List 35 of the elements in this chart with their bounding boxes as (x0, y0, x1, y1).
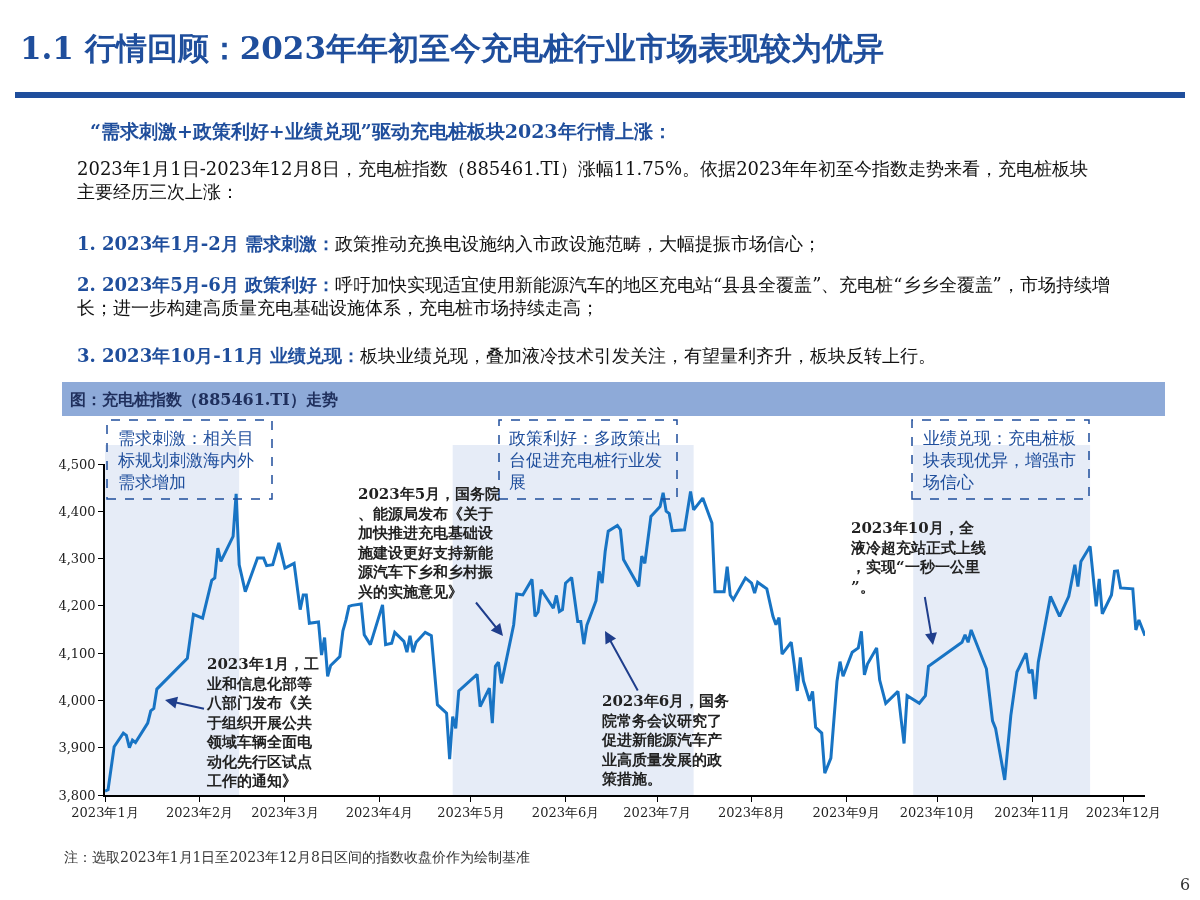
x-tick-label: 2023年3月 (251, 805, 319, 821)
text: 注：选取2023年1月1日至2023年12月8日区间的指数收盘价作为绘制基准 (64, 849, 530, 865)
text: 1. 2023年1月-2月 需求刺激：政策推动充换电设施纳入市政设施范畴，大幅提振市场信心； (77, 233, 821, 254)
text: 2023年1月1日-2023年12月8日，充电桩指数（885461.TI）涨幅11.75%。依据2023年年初至今指数走势来看，充电桩板块主要经历三次上涨： (77, 158, 1088, 203)
x-tick-label: 2023年10月 (899, 805, 976, 821)
y-tick-label: 3,900 (58, 740, 96, 756)
x-tick-label: 2023年5月 (437, 805, 505, 821)
y-tick-label: 4,200 (58, 598, 96, 614)
text: 图：充电桩指数（885461.TI）走势 (70, 390, 338, 409)
annotation: 2023年10月，全液冷超充站正式上线，实现“一秒一公里”。 (850, 519, 986, 596)
x-tick-label: 2023年4月 (345, 805, 414, 821)
text: 2. 2023年5月-6月 政策利好：呼吁加快实现适宜使用新能源汽车的地区充电站“县县全覆盖”、充电桩“乡乡全覆盖”，市场持续增长；进一步构建高质量充电基础设施体系，充电桩市场持续走高； (77, 274, 1110, 319)
y-tick-label: 4,500 (58, 456, 96, 472)
x-tick-label: 2023年9月 (812, 805, 880, 821)
band-label: 政策利好：多政策出台促进充电桩行业发展 (509, 428, 662, 493)
chart-subtitle: “需求刺激+政策利好+业绩兑现”驱动充电桩板块2023年行情上涨： (90, 120, 672, 142)
x-tick-label: 2023年1月 (71, 805, 139, 821)
chart-title: 1.1 行情回顾：2023年年初至今充电桩行业市场表现较为优异 (20, 29, 885, 66)
y-tick-label: 3,800 (58, 787, 96, 803)
band-label: 业绩兑现：充电桩板块表现优异，增强市场信心 (922, 428, 1076, 493)
x-tick-label: 2023年7月 (623, 805, 691, 821)
x-tick-label: 2023年11月 (994, 805, 1070, 821)
x-tick-label: 2023年2月 (165, 805, 234, 821)
x-tick-label: 2023年6月 (531, 805, 600, 821)
x-tick-label: 2023年8月 (717, 805, 786, 821)
y-tick-label: 4,300 (58, 551, 96, 567)
band-label: 需求刺激：相关目标规划刺激海内外需求增加 (117, 428, 254, 493)
text: 6 (1180, 875, 1191, 894)
y-tick-label: 4,000 (58, 692, 96, 708)
y-tick-label: 4,400 (58, 503, 96, 519)
annotation: 2023年1月，工业和信息化部等八部门发布《关于组织开展公共领域车辆全面电动化先行区试点工作的通知》 (206, 655, 320, 790)
text: 3. 2023年10月-11月 业绩兑现：板块业绩兑现，叠加液冷技术引发关注，有望量利齐升，板块反转上行。 (77, 345, 936, 366)
y-tick-label: 4,100 (58, 645, 96, 661)
x-tick-label: 2023年12月 (1085, 805, 1162, 821)
annotation: 2023年6月，国务院常务会议研究了促进新能源汽车产业高质量发展的政策措施。 (601, 692, 730, 788)
